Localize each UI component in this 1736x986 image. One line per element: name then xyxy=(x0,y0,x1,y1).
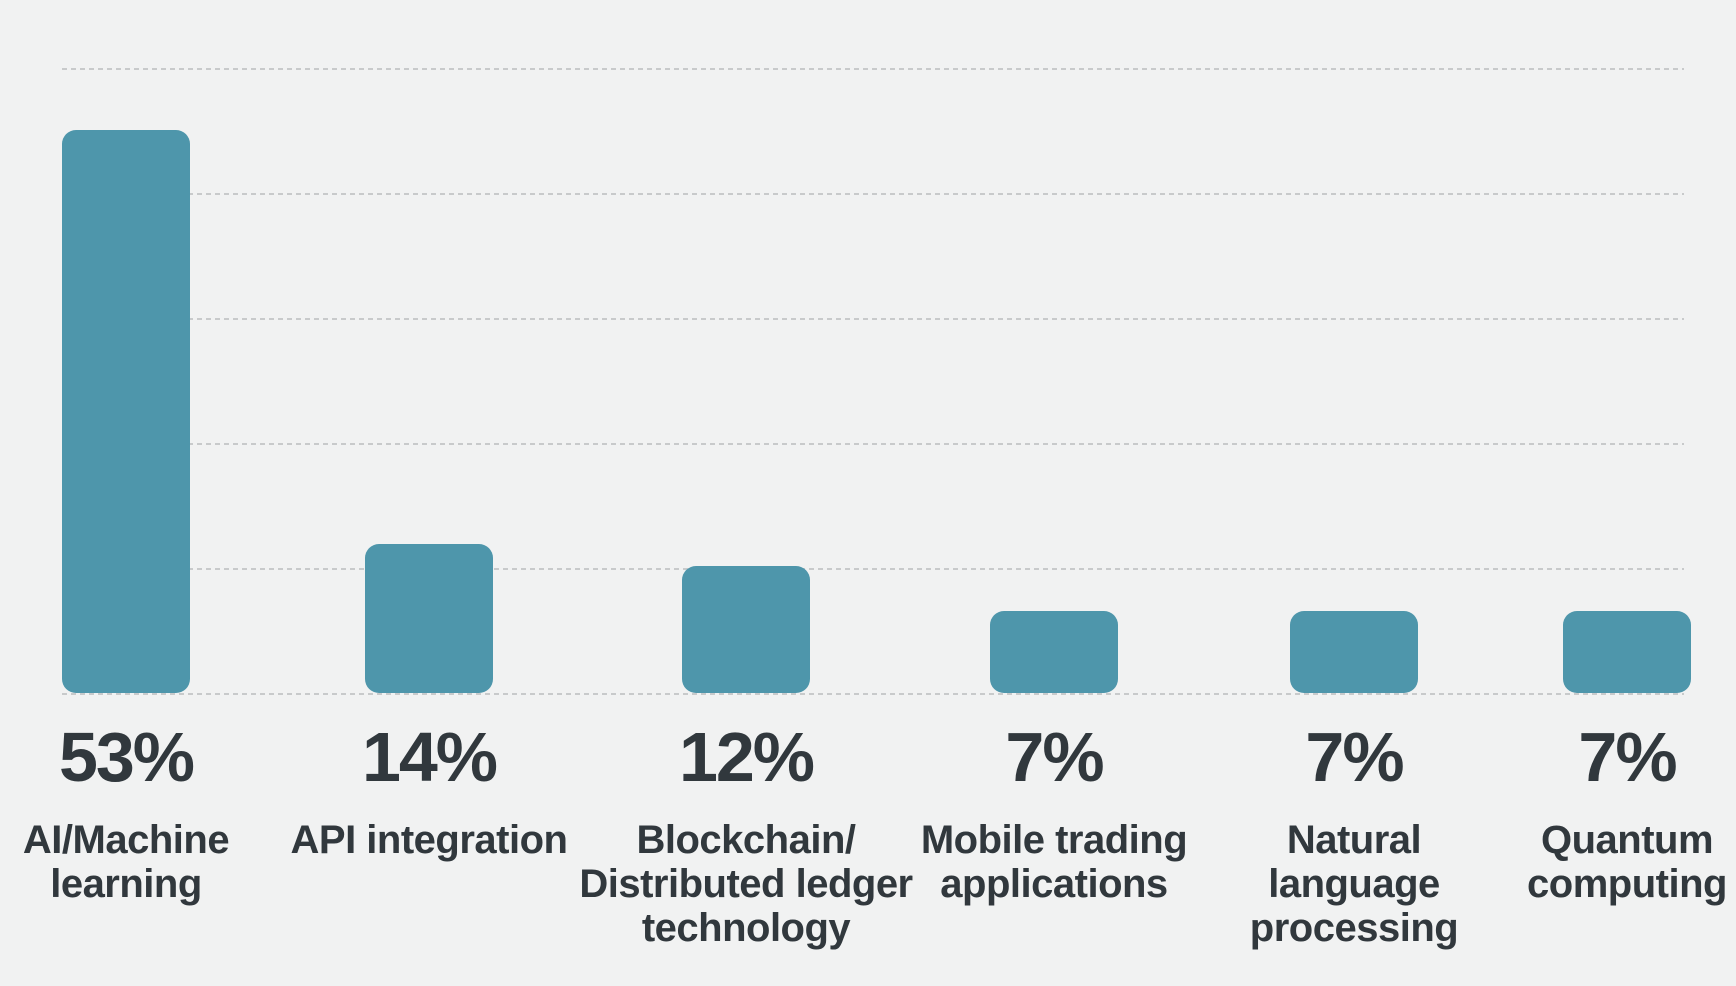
gridline xyxy=(62,193,1684,195)
value-label-mobile-trading-applications: 7% xyxy=(1005,718,1104,796)
bar-quantum-computing xyxy=(1563,611,1691,693)
value-label-api-integration: 14% xyxy=(361,718,498,796)
bar-ai-machine-learning xyxy=(62,130,190,693)
category-label-natural-language-processing: Natural language processing xyxy=(1249,818,1459,950)
value-label-quantum-computing: 7% xyxy=(1578,718,1677,796)
bar-mobile-trading-applications xyxy=(990,611,1118,693)
category-label-ai-machine-learning: AI/Machine learning xyxy=(22,818,230,906)
gridline xyxy=(62,68,1684,70)
bar-api-integration xyxy=(365,544,493,693)
category-label-mobile-trading-applications: Mobile trading applications xyxy=(920,818,1188,906)
bar-natural-language-processing xyxy=(1290,611,1418,693)
bar-blockchain-distributed-ledger-technology xyxy=(682,566,810,693)
gridline xyxy=(62,568,1684,570)
value-label-natural-language-processing: 7% xyxy=(1305,718,1404,796)
category-label-blockchain-distributed-ledger-technology: Blockchain/ Distributed ledger technolog… xyxy=(579,818,913,950)
gridline xyxy=(62,318,1684,320)
category-label-api-integration: API integration xyxy=(290,818,568,862)
baseline-gridline xyxy=(62,693,1684,695)
value-label-blockchain-distributed-ledger-technology: 12% xyxy=(678,718,815,796)
value-label-ai-machine-learning: 53% xyxy=(58,718,195,796)
category-label-quantum-computing: Quantum computing xyxy=(1527,818,1727,906)
gridline xyxy=(62,443,1684,445)
